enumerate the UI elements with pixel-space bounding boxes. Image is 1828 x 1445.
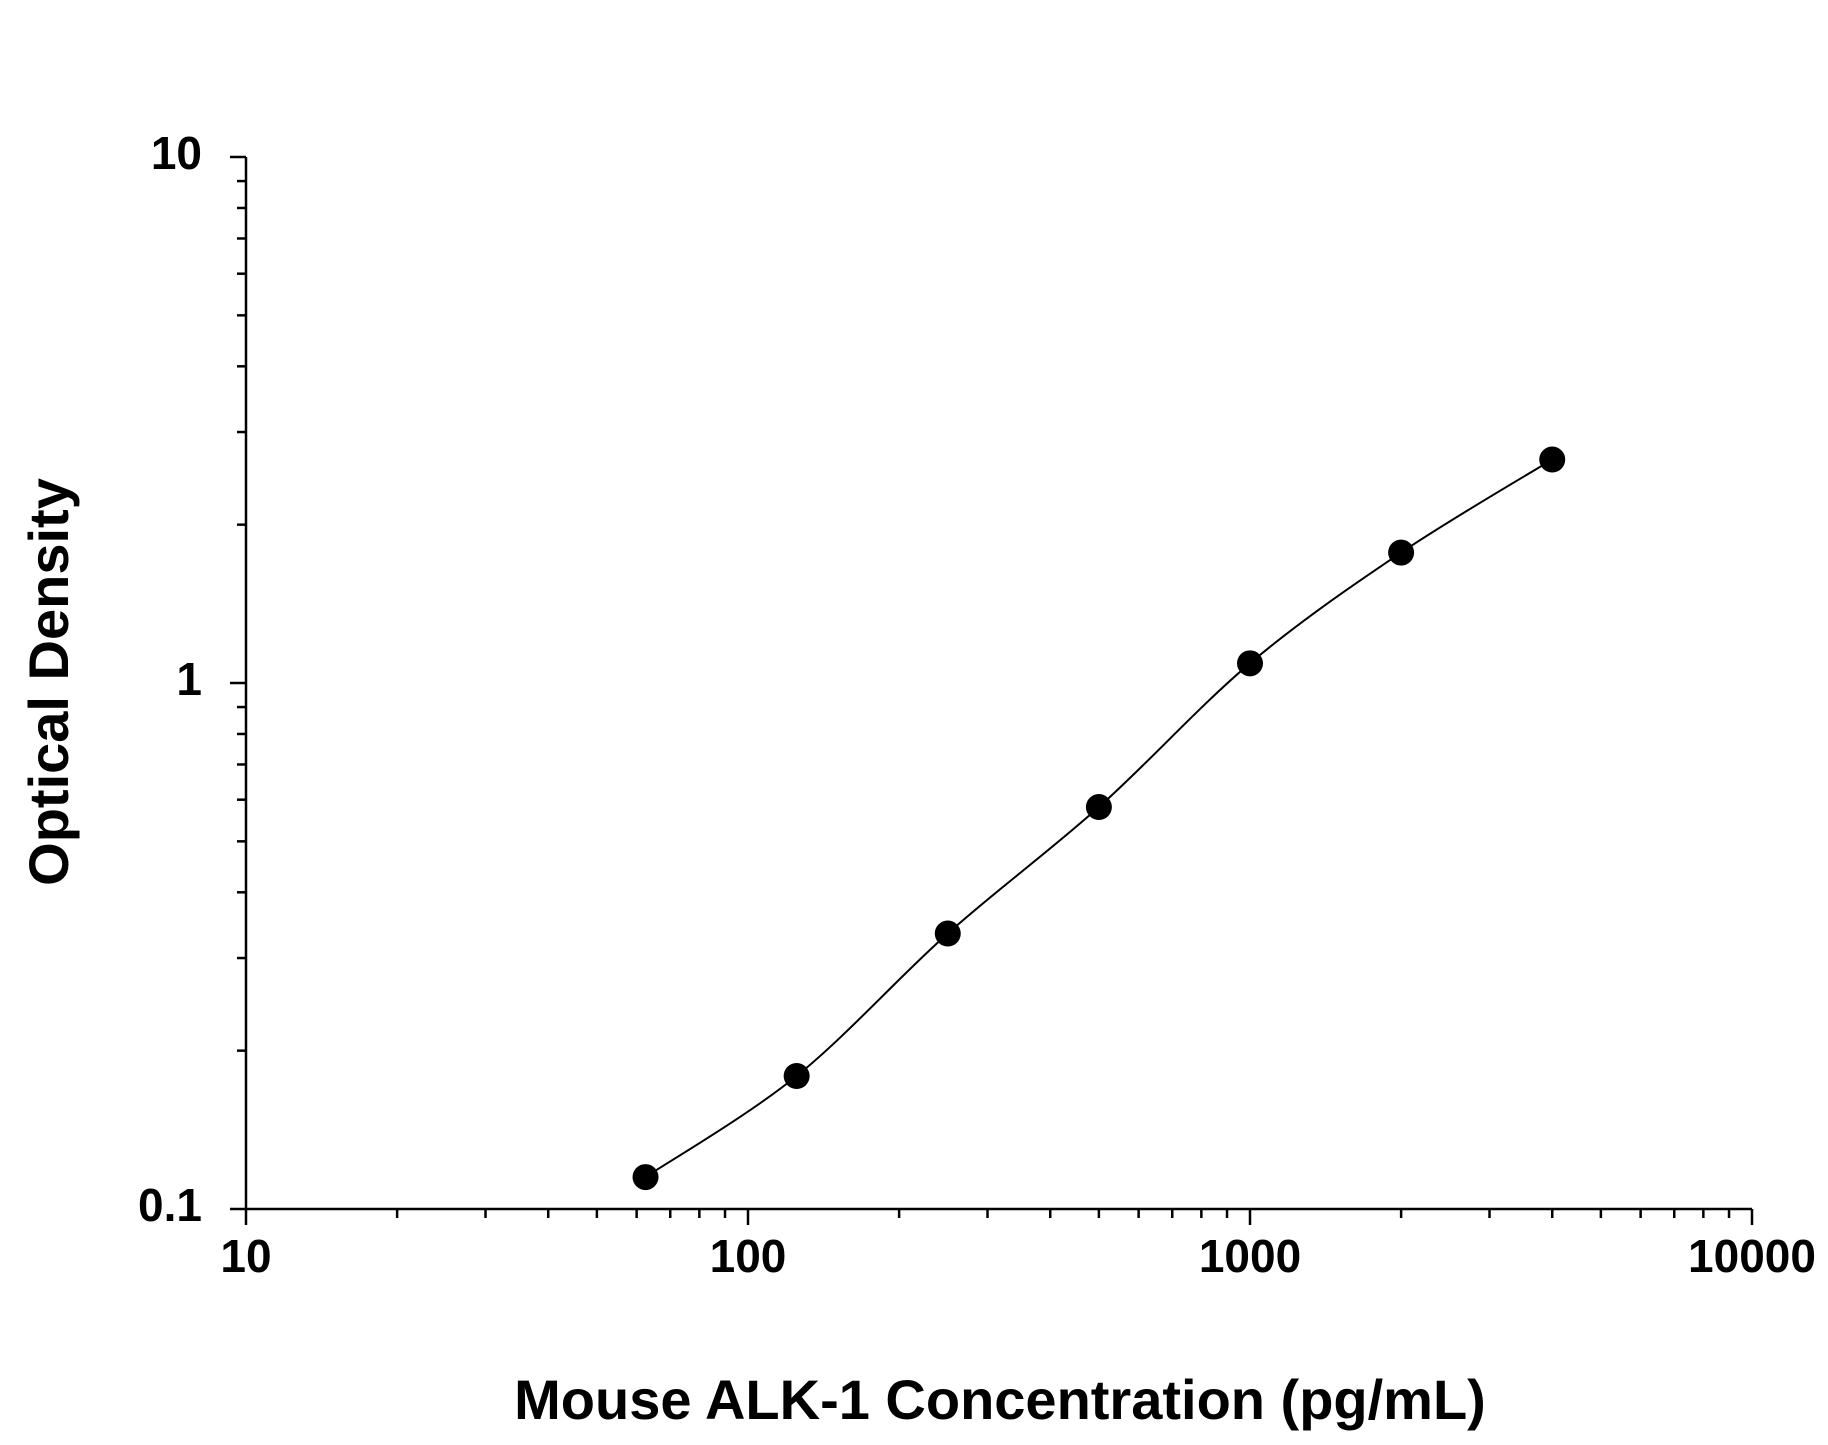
x-tick-label: 10000 [1688, 1230, 1816, 1282]
data-point [632, 1164, 659, 1191]
x-axis-title: Mouse ALK-1 Concentration (pg/mL) [514, 1368, 1486, 1431]
data-point [1388, 539, 1415, 566]
data-point [1085, 794, 1112, 821]
x-tick-label: 1000 [1199, 1230, 1301, 1282]
y-tick-label: 0.1 [138, 1179, 202, 1231]
data-point [783, 1062, 810, 1089]
y-tick-label: 10 [151, 127, 202, 179]
data-point [1539, 446, 1566, 473]
x-tick-label: 100 [710, 1230, 787, 1282]
x-tick-label: 10 [220, 1230, 271, 1282]
y-tick-label: 1 [176, 653, 202, 705]
data-point [934, 920, 961, 947]
data-point [1237, 650, 1263, 677]
y-axis-title: Optical Density [17, 478, 80, 886]
